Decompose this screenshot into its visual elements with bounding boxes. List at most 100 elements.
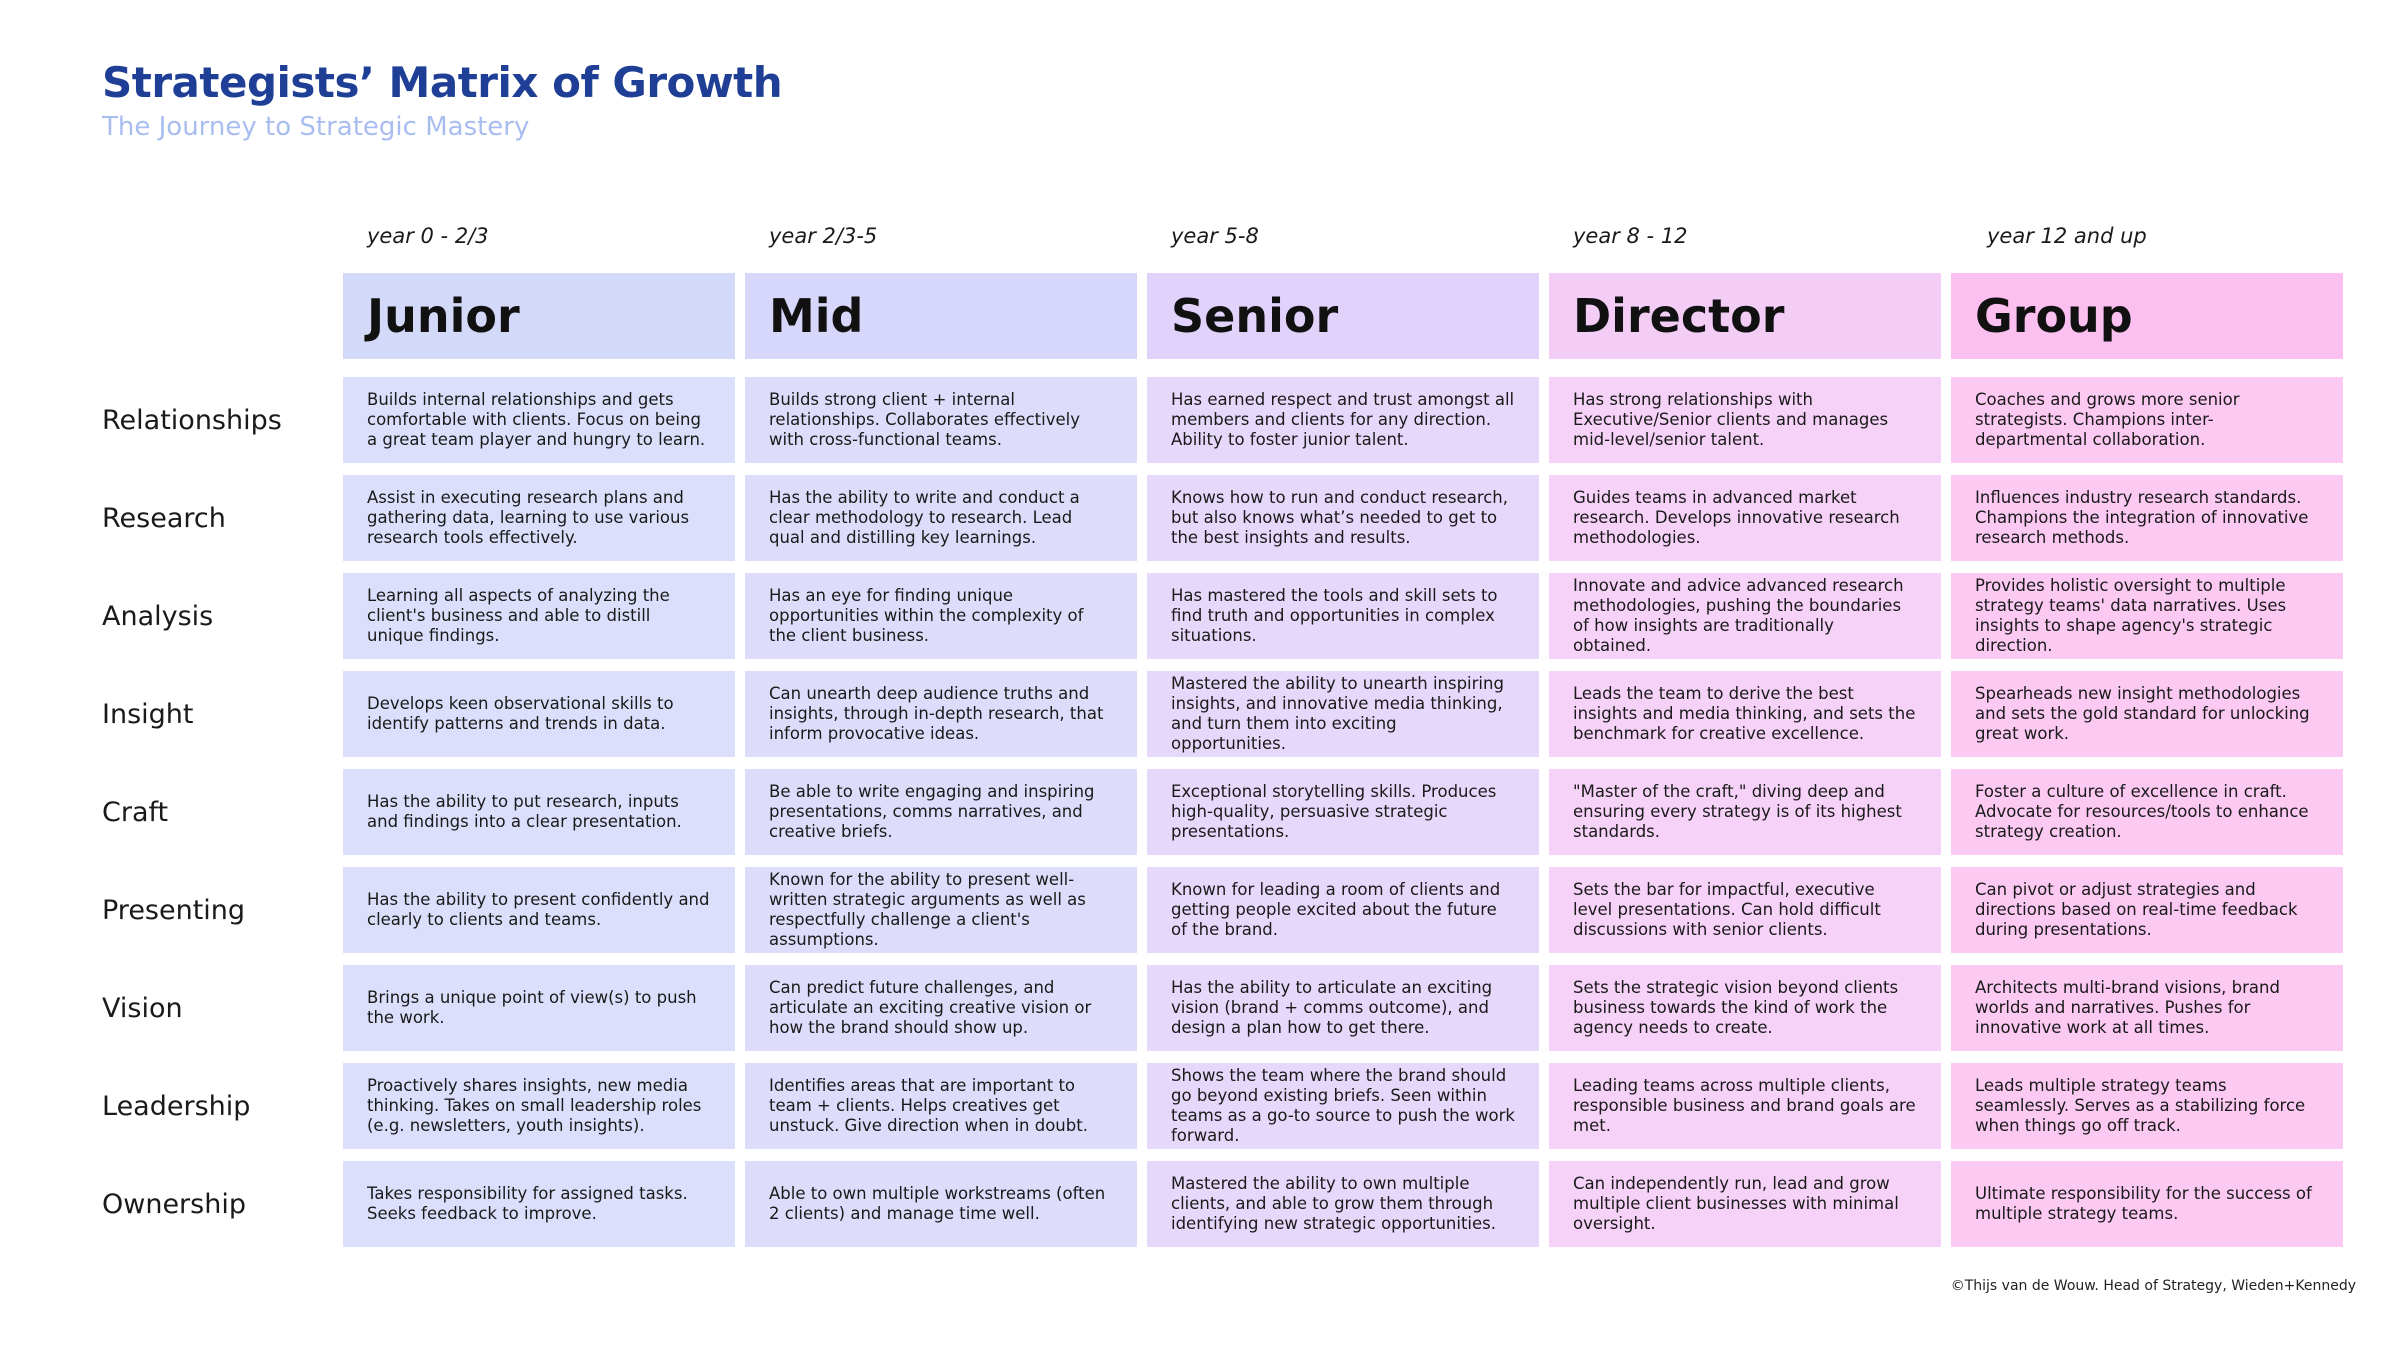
cell-vision-mid: Can predict future challenges, and artic… [745,965,1137,1051]
cell-text: Takes responsibility for assigned tasks.… [367,1184,688,1223]
page-title: Strategists’ Matrix of Growth [102,58,783,107]
row-label-insight: Insight [102,698,194,730]
cell-text: Has mastered the tools and skill sets to… [1171,586,1498,645]
cell-presenting-group: Can pivot or adjust strategies and direc… [1951,867,2343,953]
row-label-analysis: Analysis [102,600,214,632]
level-header-junior: Junior [343,273,735,359]
cell-relationships-director: Has strong relationships with Executive/… [1549,377,1941,463]
cell-vision-junior: Brings a unique point of view(s) to push… [343,965,735,1051]
cell-leadership-director: Leading teams across multiple clients, r… [1549,1063,1941,1149]
cell-text: Can predict future challenges, and artic… [769,978,1092,1037]
cell-research-junior: Assist in executing research plans and g… [343,475,735,561]
cell-text: Foster a culture of excellence in craft.… [1975,782,2309,841]
page-subtitle: The Journey to Strategic Mastery [102,112,530,142]
cell-insight-senior: Mastered the ability to unearth inspirin… [1147,671,1539,757]
cell-text: Learning all aspects of analyzing the cl… [367,586,670,645]
cell-ownership-group: Ultimate responsibility for the success … [1951,1161,2343,1247]
cell-text: "Master of the craft," diving deep and e… [1573,782,1902,841]
cell-text: Has the ability to articulate an excitin… [1171,978,1493,1037]
cell-text: Exceptional storytelling skills. Produce… [1171,782,1497,841]
cell-text: Has an eye for finding unique opportunit… [769,586,1084,645]
cell-presenting-mid: Known for the ability to present well-wr… [745,867,1137,953]
cell-analysis-senior: Has mastered the tools and skill sets to… [1147,573,1539,659]
year-range-group: year 12 and up [1987,224,2147,248]
cell-craft-junior: Has the ability to put research, inputs … [343,769,735,855]
cell-relationships-group: Coaches and grows more senior strategist… [1951,377,2343,463]
year-range-senior: year 5-8 [1171,224,1259,248]
cell-ownership-director: Can independently run, lead and grow mul… [1549,1161,1941,1247]
cell-text: Leads multiple strategy teams seamlessly… [1975,1076,2306,1135]
cell-ownership-senior: Mastered the ability to own multiple cli… [1147,1161,1539,1247]
cell-text: Builds strong client + internal relation… [769,390,1080,449]
cell-text: Be able to write engaging and inspiring … [769,782,1095,841]
cell-text: Develops keen observational skills to id… [367,694,674,733]
cell-research-group: Influences industry research standards. … [1951,475,2343,561]
cell-text: Sets the strategic vision beyond clients… [1573,978,1899,1037]
cell-relationships-senior: Has earned respect and trust amongst all… [1147,377,1539,463]
cell-ownership-mid: Able to own multiple workstreams (often … [745,1161,1137,1247]
cell-text: Leads the team to derive the best insigh… [1573,684,1916,743]
cell-analysis-director: Innovate and advice advanced research me… [1549,573,1941,659]
cell-craft-mid: Be able to write engaging and inspiring … [745,769,1137,855]
row-label-relationships: Relationships [102,404,282,436]
cell-text: Identifies areas that are important to t… [769,1076,1088,1135]
cell-analysis-group: Provides holistic oversight to multiple … [1951,573,2343,659]
level-header-mid: Mid [745,273,1137,359]
cell-analysis-mid: Has an eye for finding unique opportunit… [745,573,1137,659]
row-label-vision: Vision [102,992,183,1024]
row-label-ownership: Ownership [102,1188,246,1220]
cell-text: Can pivot or adjust strategies and direc… [1975,880,2298,939]
cell-craft-group: Foster a culture of excellence in craft.… [1951,769,2343,855]
cell-text: Mastered the ability to unearth inspirin… [1171,674,1504,753]
cell-insight-junior: Develops keen observational skills to id… [343,671,735,757]
cell-insight-group: Spearheads new insight methodologies and… [1951,671,2343,757]
cell-research-director: Guides teams in advanced market research… [1549,475,1941,561]
cell-craft-director: "Master of the craft," diving deep and e… [1549,769,1941,855]
cell-leadership-group: Leads multiple strategy teams seamlessly… [1951,1063,2343,1149]
cell-text: Shows the team where the brand should go… [1171,1066,1515,1145]
cell-leadership-mid: Identifies areas that are important to t… [745,1063,1137,1149]
cell-text: Influences industry research standards. … [1975,488,2309,547]
cell-vision-senior: Has the ability to articulate an excitin… [1147,965,1539,1051]
cell-text: Ultimate responsibility for the success … [1975,1184,2312,1223]
level-header-senior: Senior [1147,273,1539,359]
cell-leadership-junior: Proactively shares insights, new media t… [343,1063,735,1149]
cell-text: Has the ability to write and conduct a c… [769,488,1080,547]
cell-text: Innovate and advice advanced research me… [1573,576,1904,655]
cell-text: Leading teams across multiple clients, r… [1573,1076,1916,1135]
cell-vision-group: Architects multi-brand visions, brand wo… [1951,965,2343,1051]
cell-text: Has strong relationships with Executive/… [1573,390,1889,449]
level-header-group: Group [1951,273,2343,359]
cell-text: Known for leading a room of clients and … [1171,880,1501,939]
cell-text: Builds internal relationships and gets c… [367,390,706,449]
cell-vision-director: Sets the strategic vision beyond clients… [1549,965,1941,1051]
year-range-director: year 8 - 12 [1573,224,1688,248]
cell-text: Known for the ability to present well-wr… [769,870,1086,949]
year-range-mid: year 2/3-5 [769,224,878,248]
cell-text: Mastered the ability to own multiple cli… [1171,1174,1497,1233]
cell-text: Knows how to run and conduct research, b… [1171,488,1509,547]
cell-text: Has the ability to put research, inputs … [367,792,682,831]
cell-research-mid: Has the ability to write and conduct a c… [745,475,1137,561]
cell-leadership-senior: Shows the team where the brand should go… [1147,1063,1539,1149]
cell-relationships-junior: Builds internal relationships and gets c… [343,377,735,463]
cell-text: Brings a unique point of view(s) to push… [367,988,697,1027]
cell-ownership-junior: Takes responsibility for assigned tasks.… [343,1161,735,1247]
cell-craft-senior: Exceptional storytelling skills. Produce… [1147,769,1539,855]
cell-text: Guides teams in advanced market research… [1573,488,1900,547]
cell-research-senior: Knows how to run and conduct research, b… [1147,475,1539,561]
cell-text: Sets the bar for impactful, executive le… [1573,880,1881,939]
cell-text: Architects multi-brand visions, brand wo… [1975,978,2280,1037]
cell-text: Spearheads new insight methodologies and… [1975,684,2310,743]
cell-text: Can unearth deep audience truths and ins… [769,684,1104,743]
cell-text: Coaches and grows more senior strategist… [1975,390,2240,449]
cell-presenting-junior: Has the ability to present confidently a… [343,867,735,953]
row-label-craft: Craft [102,796,169,828]
level-header-director: Director [1549,273,1941,359]
row-label-research: Research [102,502,226,534]
cell-text: Assist in executing research plans and g… [367,488,690,547]
cell-text: Proactively shares insights, new media t… [367,1076,702,1135]
year-range-junior: year 0 - 2/3 [367,224,489,248]
cell-text: Provides holistic oversight to multiple … [1975,576,2287,655]
cell-insight-mid: Can unearth deep audience truths and ins… [745,671,1137,757]
